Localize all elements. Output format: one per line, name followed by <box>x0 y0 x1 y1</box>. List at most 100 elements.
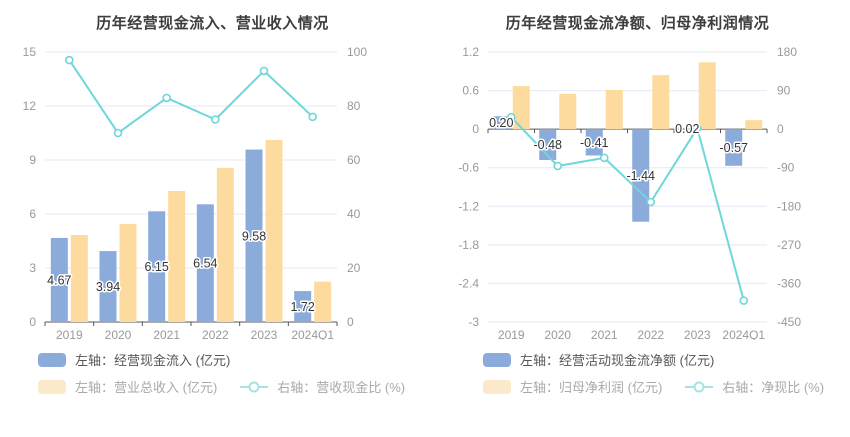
legend-label-net-profit: 左轴：归母净利润 (亿元) <box>520 380 663 395</box>
bar-blue-2021[interactable] <box>148 211 166 322</box>
bar-blue-2022[interactable] <box>196 204 214 322</box>
data-label-2020: 3.94 <box>96 280 120 294</box>
x-axis-category-label: 2022 <box>202 328 229 340</box>
right-axis-tick-label: 180 <box>777 45 797 59</box>
bar-yellow-2023[interactable] <box>698 62 716 130</box>
ratio-line <box>68 59 314 134</box>
legend-item-net-profit[interactable]: 左轴：归母净利润 (亿元) <box>483 377 662 396</box>
cash-inflow-revenue-plot: 15 12 9 6 3 0 100 80 60 40 20 0 2019 2020 2021 2022 2023… <box>23 45 368 340</box>
bar-yellow-2020[interactable] <box>559 93 577 130</box>
data-label-2023: 0.02 <box>675 122 699 136</box>
line-marker-2020[interactable] <box>553 161 563 171</box>
bar-yellow-2019[interactable] <box>512 86 530 130</box>
x-axis-category-label: 2020 <box>105 328 132 340</box>
legend-item-cash-revenue-ratio[interactable]: 右轴：营收现金比 (%) <box>239 377 405 396</box>
left-axis-tick-label: 12 <box>23 99 37 113</box>
line-marker-2024Q1[interactable] <box>308 112 317 122</box>
right-axis-tick-label: 90 <box>777 84 791 98</box>
legend-item-net-cash-ratio[interactable]: 右轴：净现比 (%) <box>684 377 824 396</box>
legend-label-cash-revenue-ratio: 右轴：营收现金比 (%) <box>277 380 406 395</box>
legend-item-net-operating-cashflow[interactable]: 左轴：经营活动现金流净额 (亿元) <box>483 350 714 369</box>
line-marker-2024Q1[interactable] <box>739 296 749 305</box>
right-axis-tick-label: -180 <box>777 199 801 213</box>
line-marker-2020[interactable] <box>113 128 123 138</box>
bar-yellow-2021[interactable] <box>168 190 186 322</box>
bar-blue-2024Q1[interactable] <box>725 129 743 166</box>
line-marker-2019[interactable] <box>65 55 74 65</box>
right-axis-tick-label: 20 <box>347 261 361 275</box>
legend-row-1: 左轴：经营活动现金流净额 (亿元) <box>483 346 850 373</box>
bar-blue-2019[interactable] <box>492 116 510 130</box>
line-marker-2021[interactable] <box>162 93 171 103</box>
bar-blue-2022[interactable] <box>632 129 650 222</box>
legend-row-2: 左轴：营业总收入 (亿元) 右轴：营收现金比 (%) <box>38 373 425 400</box>
x-axis-category-label: 2020 <box>544 328 571 340</box>
bar-blue-2023[interactable] <box>245 149 263 322</box>
right-axis-tick-label: 0 <box>347 315 354 329</box>
right-axis-tick-label: 60 <box>347 153 361 167</box>
left-axis-tick-label: 6 <box>29 207 36 221</box>
x-axis-category-label: 2021 <box>153 328 180 340</box>
bar-blue-2021[interactable] <box>585 129 603 156</box>
right-axis-tick-label: 100 <box>347 45 367 59</box>
legend-label-total-revenue: 左轴：营业总收入 (亿元) <box>75 380 218 395</box>
right-axis-tick-label: -270 <box>777 238 801 252</box>
blue-bar-swatch-icon <box>38 352 66 367</box>
left-axis-tick-label: 0 <box>472 122 479 136</box>
line-marker-2023[interactable] <box>259 66 269 76</box>
data-label-2021: 6.15 <box>144 260 168 274</box>
left-axis-tick-label: -2.4 <box>458 276 479 290</box>
left-axis-tick-label: 9 <box>29 153 36 167</box>
data-label-2024Q1: -0.57 <box>720 141 749 155</box>
bar-yellow-2022[interactable] <box>652 75 670 130</box>
line-marker-2022[interactable] <box>646 197 656 207</box>
left-axis-tick-label: 0 <box>29 315 36 329</box>
bar-yellow-2021[interactable] <box>605 89 623 130</box>
legend-item-operating-cash-inflow[interactable]: 左轴：经营现金流入 (亿元) <box>38 350 230 369</box>
left-axis-tick-label: -0.6 <box>458 161 479 175</box>
legend-row-2: 左轴：归母净利润 (亿元) 右轴：净现比 (%) <box>483 373 850 400</box>
bar-yellow-2024Q1[interactable] <box>745 120 763 130</box>
x-axis-category-label: 2022 <box>637 328 664 340</box>
data-label-2022: 6.54 <box>193 257 217 271</box>
left-axis-tick-label: 3 <box>29 261 36 275</box>
legend-label-net-cash-ratio: 右轴：净现比 (%) <box>722 380 825 395</box>
x-axis-category-label: 2024Q1 <box>291 328 334 340</box>
line-series-icon <box>240 381 269 392</box>
line-marker-2023[interactable] <box>692 123 702 133</box>
x-axis-category-label: 2021 <box>591 328 618 340</box>
line-marker-2022[interactable] <box>211 115 220 124</box>
bar-blue-2019[interactable] <box>50 237 68 322</box>
left-axis-tick-label: -1.8 <box>458 238 479 252</box>
x-axis-category-label: 2024Q1 <box>722 328 765 340</box>
chart-title-cash-inflow-revenue: 历年经营现金流入、营业收入情况 <box>96 15 329 32</box>
bar-blue-2020[interactable] <box>99 251 117 322</box>
chart-panel-cash-inflow-revenue: 历年经营现金流入、营业收入情况 15 12 9 6 3 0 100 80 60 40 20 0 2019… <box>23 15 425 400</box>
x-axis-category-label: 2023 <box>251 328 278 340</box>
left-axis-tick-label: 0.6 <box>462 84 479 98</box>
legend-item-total-revenue[interactable]: 左轴：营业总收入 (亿元) <box>38 377 217 396</box>
left-axis-tick-label: 15 <box>23 45 37 59</box>
line-marker-2019[interactable] <box>506 112 516 122</box>
bar-yellow-2019[interactable] <box>70 235 88 322</box>
bar-yellow-2022[interactable] <box>216 167 234 322</box>
bar-yellow-2024Q1[interactable] <box>314 281 332 322</box>
x-axis-category-label: 2023 <box>684 328 711 340</box>
data-label-2019: 4.67 <box>47 273 71 287</box>
data-label-2020: -0.48 <box>534 138 563 152</box>
right-axis-tick-label: -90 <box>777 161 795 175</box>
bar-blue-2024Q1[interactable] <box>294 291 312 322</box>
bar-yellow-2020[interactable] <box>119 223 137 322</box>
yellow-bar-swatch-icon <box>483 379 511 394</box>
data-label-2022: -1.44 <box>627 169 656 183</box>
ratio-line <box>510 116 745 302</box>
left-axis-tick-label: -3 <box>468 315 479 329</box>
chart-panel-net-cashflow-profit: 历年经营现金流净额、归母净利润情况 1.2 0.6 0 -0.6 -1.2 -1.8 -2.… <box>425 0 850 437</box>
bar-blue-2023[interactable] <box>678 127 696 130</box>
right-axis-tick-label: 80 <box>347 99 361 113</box>
right-axis-tick-label: -450 <box>777 315 801 329</box>
line-marker-2021[interactable] <box>599 153 609 163</box>
yellow-bar-swatch-icon <box>38 379 66 394</box>
data-label-2023: 9.58 <box>242 229 266 243</box>
bar-yellow-2023[interactable] <box>265 140 283 322</box>
